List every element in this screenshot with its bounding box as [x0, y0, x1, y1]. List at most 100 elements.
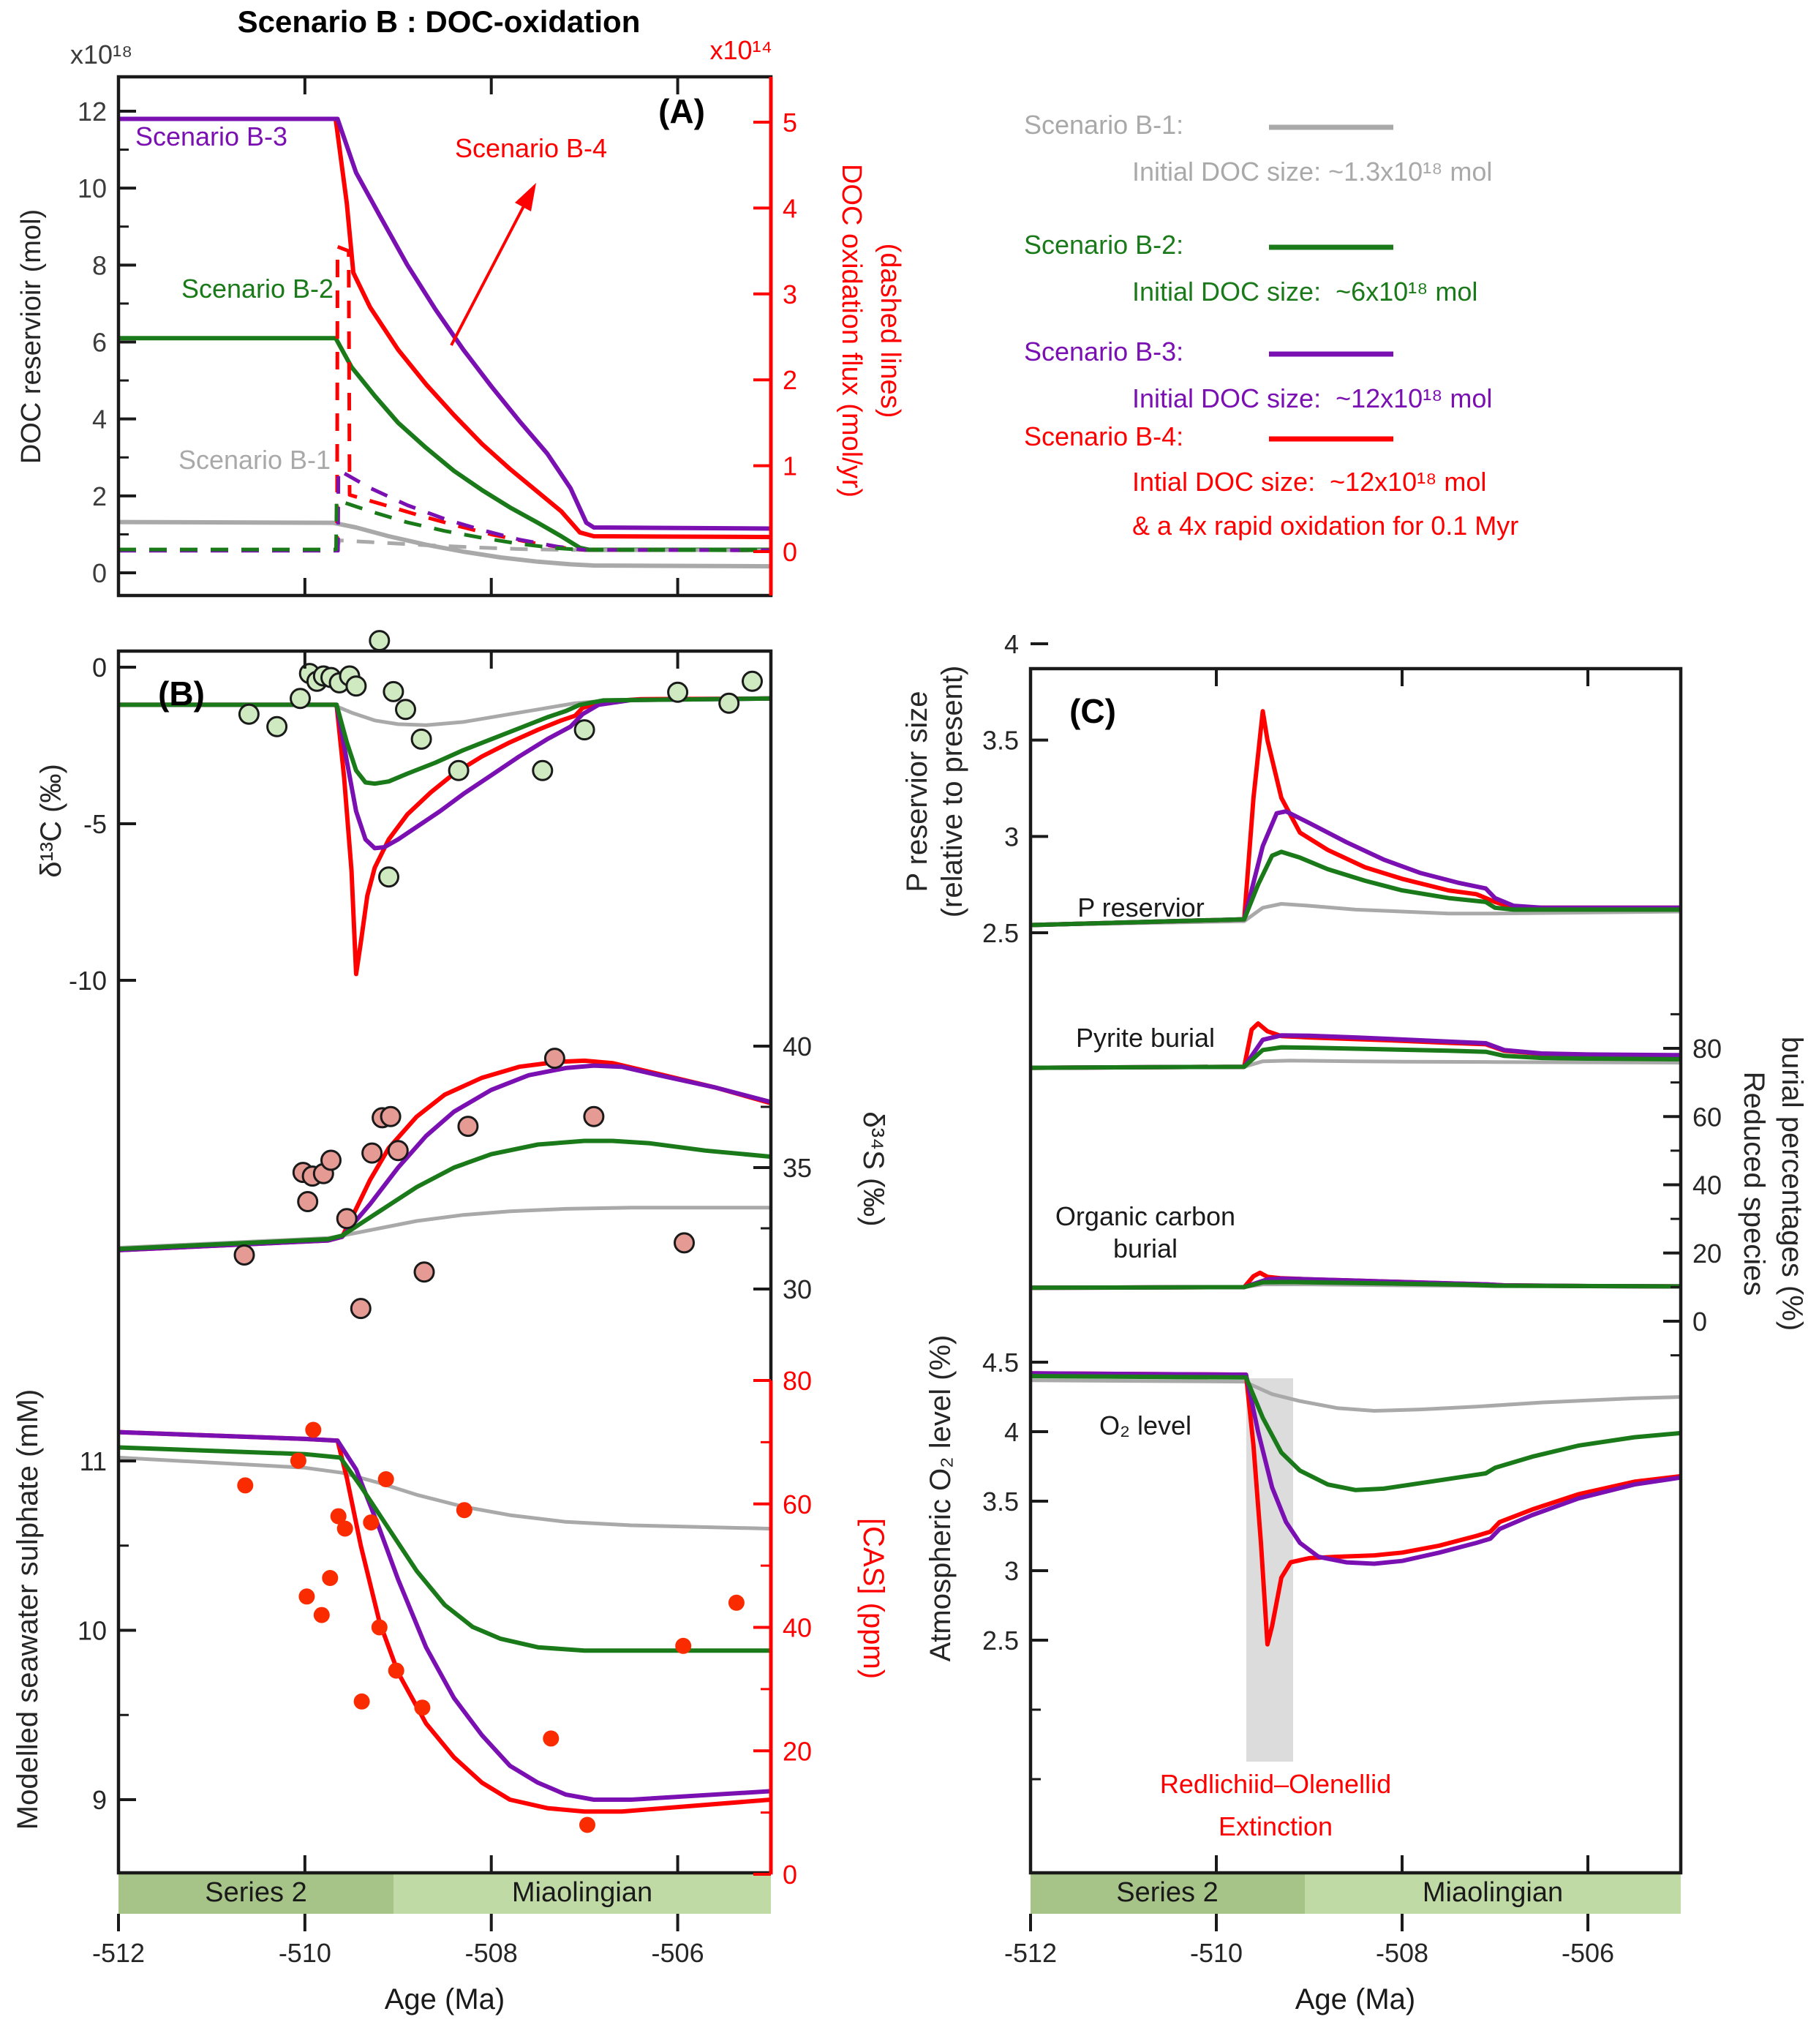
epochB-series2-label: Series 2 — [205, 1877, 307, 1908]
data-point — [573, 719, 595, 741]
tick-label: 80 — [783, 1366, 812, 1396]
tick-label: 3 — [783, 279, 797, 309]
tick-label: -512 — [92, 1938, 145, 1968]
data-point — [298, 1588, 315, 1605]
series-b2-d13c — [118, 696, 772, 786]
series-b2-doc-reservoir — [118, 336, 771, 552]
tick-label: 40 — [783, 1032, 812, 1062]
data-point — [369, 630, 391, 652]
panelC-organic-label-line2: burial — [1112, 1233, 1178, 1263]
tick-label: 2.5 — [982, 918, 1019, 948]
series-b4-doc-reservoir — [118, 116, 772, 540]
legend-b4-title: Scenario B-4: — [1024, 421, 1184, 451]
data-point — [742, 670, 763, 692]
axisB-sulphate-label: Modelled seawater sulphate (mM) — [12, 1389, 44, 1830]
data-point — [543, 1048, 565, 1070]
c-x-labels: -512 -510 -508 -506 — [1004, 1914, 1614, 1968]
tick-label: -508 — [465, 1938, 518, 1968]
tick-label: 5 — [783, 108, 797, 138]
tick-label: 9 — [92, 1785, 107, 1815]
epochC-series2 — [1031, 1874, 1305, 1914]
data-point — [336, 1520, 353, 1537]
panelC-label: (C) — [1069, 692, 1116, 730]
tick-label: 35 — [783, 1153, 812, 1183]
series-b1-doc-reservoir — [118, 519, 772, 569]
tick-label: 10 — [78, 1616, 107, 1646]
tick-label: 3.5 — [982, 726, 1019, 756]
series-b2-d34s — [118, 1138, 772, 1252]
tick-label: 4 — [92, 405, 107, 435]
series-b2-p-reservoir — [1030, 849, 1681, 928]
series-b3-doc-reservoir — [118, 116, 772, 531]
data-point — [353, 1693, 370, 1710]
data-point — [371, 1619, 388, 1636]
data-point — [266, 715, 288, 737]
extinction-label-line2: Extinction — [1218, 1811, 1333, 1841]
p-reservoir-axis: 4 3.5 3 2.5 — [982, 629, 1048, 948]
reduced-species-axis: 80 60 40 20 0 — [1663, 1012, 1722, 1357]
epochB-miaolingian — [393, 1874, 771, 1914]
tick-label: -512 — [1004, 1938, 1057, 1968]
data-point — [456, 1502, 472, 1519]
data-point — [718, 692, 740, 714]
oxidation-flux-axis: 0 1 2 3 4 5 — [753, 108, 797, 567]
b-x-labels: -512 -510 -508 -506 — [92, 1914, 704, 1968]
tick-label: 2 — [92, 481, 107, 511]
data-point — [448, 759, 470, 781]
series-b1-p-reservoir — [1030, 902, 1681, 927]
data-point — [320, 1149, 342, 1171]
legend-b2-desc: Initial DOC size: ~6x10¹⁸ mol — [1132, 277, 1478, 307]
tick-label: 80 — [1692, 1034, 1722, 1064]
c-x-top — [1215, 669, 1589, 686]
tick-label: -508 — [1376, 1938, 1428, 1968]
tick-label: 4 — [1004, 629, 1019, 659]
d34s-axis: 40 35 30 — [753, 1032, 812, 1304]
axisA-y2label-line1: DOC oxidation flux (mol/yr) — [835, 163, 867, 498]
series-b2-oxidation-flux — [118, 498, 772, 552]
axisC-p-label-line2: (relative to present) — [936, 665, 968, 918]
tick-label: 3 — [1004, 822, 1019, 852]
series-b4-sulphate — [118, 1429, 772, 1814]
data-point — [532, 759, 554, 781]
tick-label: 20 — [783, 1736, 812, 1766]
epochC-miaolingian-label: Miaolingian — [1422, 1877, 1564, 1908]
axisB-d34s-label: δ³⁴S (‰) — [857, 1111, 889, 1227]
series-b3-p-reservoir — [1030, 809, 1681, 928]
data-point — [543, 1730, 560, 1747]
b-x-top — [303, 651, 679, 669]
tick-label: 60 — [783, 1489, 812, 1519]
tick-label: 0 — [1692, 1307, 1707, 1337]
data-point — [350, 1298, 372, 1320]
axisB-cas-label: [CAS] (ppm) — [857, 1517, 889, 1680]
epochC-miaolingian — [1305, 1874, 1681, 1914]
series-b4-o2-level — [1030, 1371, 1681, 1647]
series-b3-sulphate — [118, 1429, 772, 1802]
data-point — [290, 1452, 306, 1469]
axisC-p-label-line1: P reservior size — [901, 691, 933, 893]
data-point — [233, 1244, 255, 1266]
panel-C: 4 3.5 3 2.5 4.5 4 3.5 3 2.5 80 60 40 20 0 -512 -510 -508… — [982, 629, 1722, 1968]
panel-C-frame — [1028, 666, 1683, 1875]
tick-label: -510 — [279, 1938, 331, 1968]
data-point — [345, 675, 367, 697]
tick-label: -506 — [652, 1938, 704, 1968]
tick-label: 1 — [783, 451, 797, 481]
series-b3-o2-level — [1030, 1371, 1681, 1566]
d13c-data-points — [238, 630, 763, 888]
figure-title: Scenario B : DOC-oxidation — [237, 4, 641, 39]
data-point — [305, 1421, 322, 1438]
panelA-scenario-b4-label: Scenario B-4 — [454, 133, 608, 163]
tick-label: 20 — [1692, 1239, 1722, 1269]
epochC-series2-label: Series 2 — [1116, 1877, 1219, 1908]
tick-label: 0 — [783, 1860, 797, 1890]
panelC-pyrite-label: Pyrite burial — [1075, 1023, 1216, 1053]
data-point — [290, 688, 311, 710]
series-b2-o2-level — [1030, 1374, 1681, 1492]
tick-label: 8 — [92, 250, 107, 280]
data-point — [728, 1594, 745, 1611]
c-x-bottom — [1215, 1855, 1589, 1873]
panelA-scenario-b2-label: Scenario B-2 — [181, 274, 334, 304]
tick-label: -5 — [83, 809, 107, 839]
panelA-scenario-b3-label: Scenario B-3 — [135, 121, 288, 151]
